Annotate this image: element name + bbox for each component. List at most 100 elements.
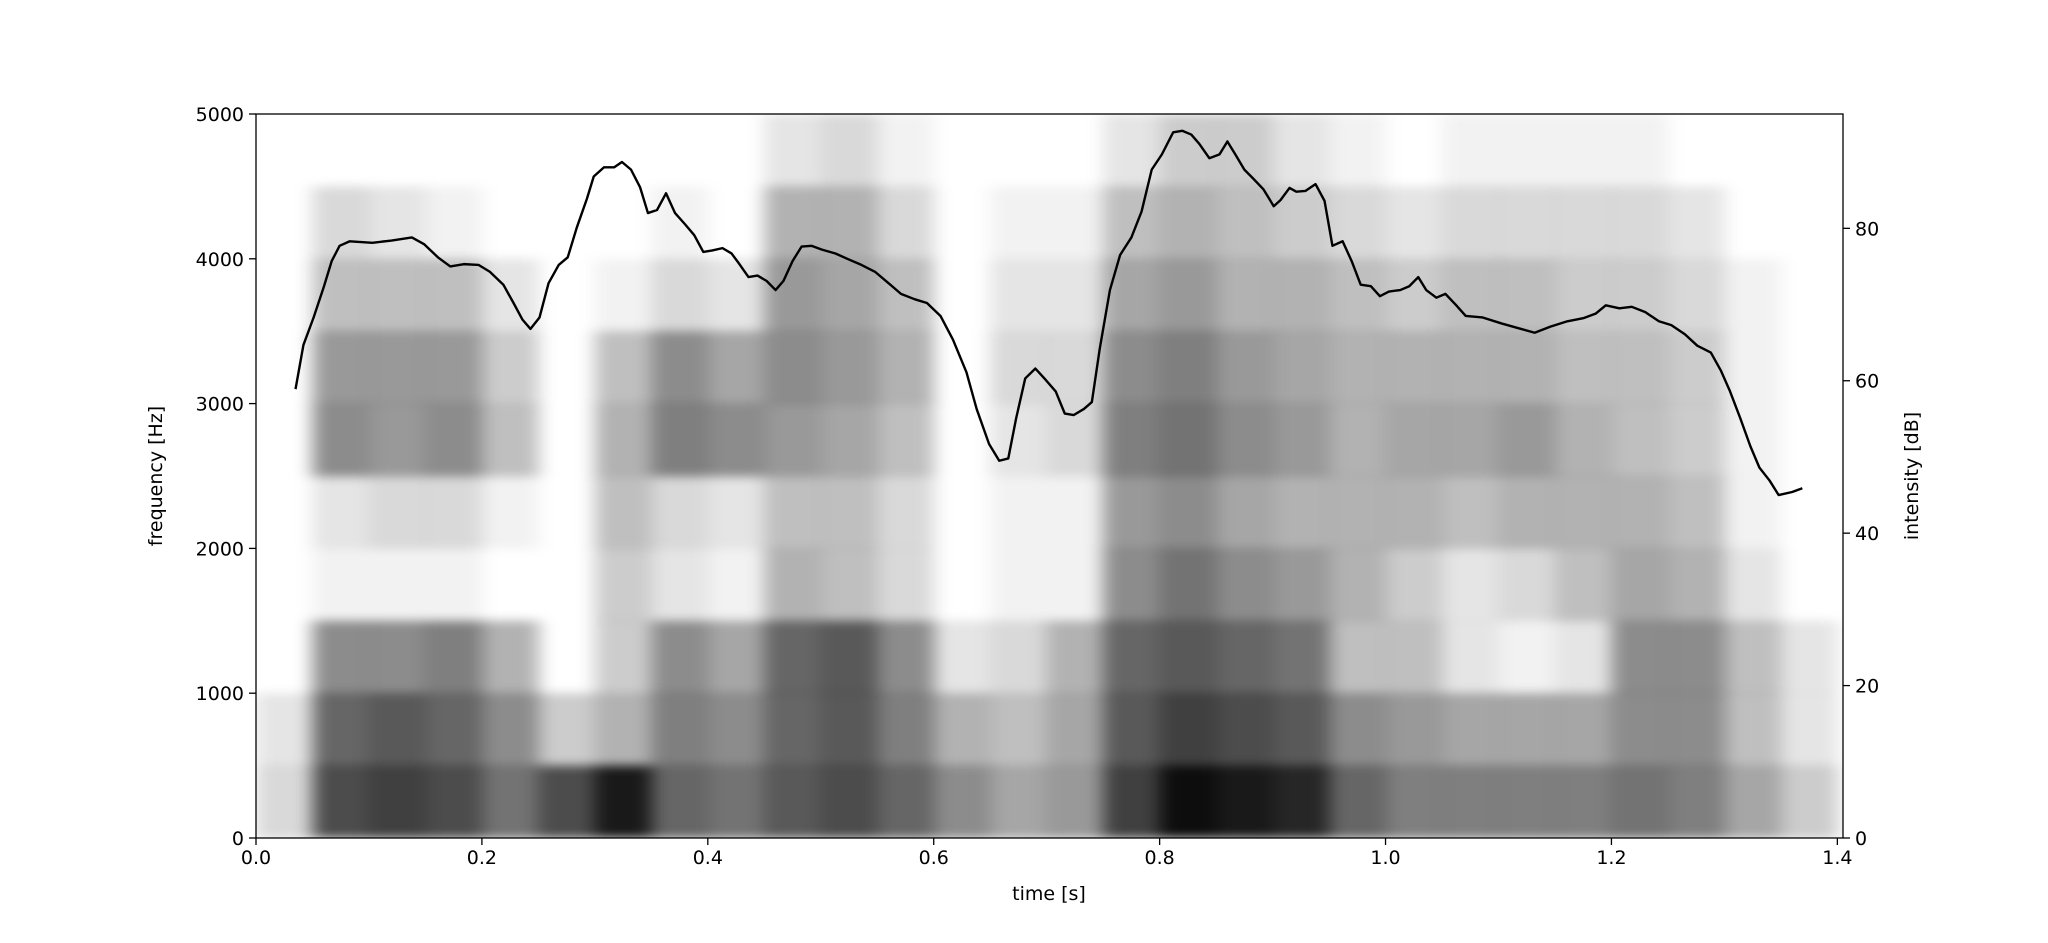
- spectrogram-cell: [990, 258, 1048, 332]
- spectrogram-cell: [1667, 331, 1725, 405]
- spectrogram-cell: [1385, 476, 1443, 549]
- spectrogram-cell: [1159, 186, 1217, 260]
- spectrogram-cell: [312, 331, 370, 405]
- spectrogram-cell: [1159, 403, 1217, 477]
- spectrogram-cell: [1554, 765, 1612, 838]
- spectrogram-cell: [425, 765, 483, 838]
- spectrogram-cell: [1554, 186, 1612, 260]
- spectrogram-cell: [877, 114, 935, 187]
- spectrogram-cell: [1611, 476, 1669, 549]
- spectrogram-cell: [1554, 403, 1612, 477]
- spectrogram-cell: [312, 476, 370, 549]
- spectrogram-cell: [594, 476, 652, 549]
- spectrogram-cell: [1611, 548, 1669, 622]
- spectrogram-cell: [1159, 476, 1217, 549]
- spectrogram-cell: [934, 476, 991, 549]
- spectrogram-cell: [1498, 548, 1556, 622]
- spectrogram-cell: [425, 403, 483, 477]
- spectrogram-cell: [256, 476, 313, 549]
- spectrogram-cell: [256, 186, 313, 259]
- spectrogram-cell: [368, 258, 426, 332]
- spectrogram-cell: [481, 620, 539, 694]
- spectrogram-cell: [1216, 620, 1274, 694]
- spectrogram-cell: [312, 548, 370, 622]
- spectrogram-cell: [1329, 403, 1387, 477]
- spectrogram-cell: [1781, 548, 1838, 621]
- spectrogram-cell: [651, 476, 709, 549]
- spectrogram-cell: [1611, 114, 1669, 187]
- spectrogram-cell: [764, 114, 822, 187]
- spectrogram-cell: [425, 548, 483, 622]
- spectrogram-cell: [1667, 620, 1725, 694]
- spectrogram-cell: [1159, 693, 1217, 767]
- spectrogram-cell: [820, 620, 878, 694]
- spectrogram-cell: [1611, 620, 1669, 694]
- spectrogram-cell: [1554, 331, 1612, 405]
- spectrogram-cell: [1103, 548, 1161, 622]
- spectrogram-cell: [538, 765, 596, 838]
- spectrogram-cell: [651, 258, 709, 332]
- spectrogram-cell: [764, 186, 822, 260]
- spectrogram-cell: [1611, 258, 1669, 332]
- spectrogram-cell: [1216, 693, 1274, 767]
- spectrogram-cell: [820, 114, 878, 187]
- spectrogram-cell: [1329, 765, 1387, 838]
- spectrogram-cell: [256, 693, 313, 767]
- spectrogram-cell: [1272, 258, 1330, 332]
- spectrogram-cell: [256, 548, 313, 621]
- spectrogram-cell: [1611, 693, 1669, 767]
- spectrogram-cell: [990, 548, 1048, 622]
- x-tick-label: 0.8: [1145, 847, 1175, 869]
- y-tick-label: 1000: [196, 683, 244, 705]
- spectrogram-cell: [1554, 693, 1612, 767]
- spectrogram-cell: [820, 331, 878, 405]
- spectrogram-cell: [1498, 693, 1556, 767]
- spectrogram-cell: [990, 186, 1048, 260]
- x-tick-label: 0.6: [919, 847, 949, 869]
- spectrogram-cell: [594, 765, 652, 838]
- spectrogram-cell: [1611, 765, 1669, 838]
- spectrogram-cell: [1272, 403, 1330, 477]
- spectrogram-cell: [1385, 693, 1443, 767]
- y-axis-label: frequency [Hz]: [145, 406, 167, 546]
- spectrogram-cell: [1667, 476, 1725, 549]
- spectrogram-cell: [425, 114, 482, 187]
- x-tick-label: 0.4: [693, 847, 723, 869]
- y-tick-label: 5000: [196, 104, 244, 126]
- x-tick-label: 0.0: [241, 847, 271, 869]
- y-tick-label: 3000: [196, 394, 244, 416]
- spectrogram-cell: [764, 620, 822, 694]
- spectrogram-cell: [764, 765, 822, 838]
- spectrogram-cell: [482, 548, 539, 621]
- spectrogram-cell: [651, 403, 709, 477]
- spectrogram-cell: [1498, 258, 1556, 332]
- spectrogram-cell: [1216, 403, 1274, 477]
- spectrogram-cell: [877, 403, 935, 477]
- spectrogram-cell: [1103, 403, 1161, 477]
- spectrogram-cell: [1724, 476, 1782, 549]
- spectrogram-cell: [1329, 620, 1387, 694]
- spectrogram-cell: [1159, 548, 1217, 622]
- spectrogram-cell: [256, 404, 313, 477]
- spectrogram-cell: [651, 331, 709, 405]
- spectrogram-cell: [1272, 476, 1330, 549]
- spectrogram-cell: [707, 258, 765, 332]
- spectrogram-cell: [425, 186, 483, 260]
- spectrogram-cell: [425, 693, 483, 767]
- spectrogram-cell: [651, 186, 709, 260]
- spectrogram-cell: [1386, 114, 1443, 187]
- spectrogram-cell: [1498, 765, 1556, 838]
- spectrogram-cell: [481, 476, 539, 549]
- y2-tick-label: 0: [1855, 828, 1867, 850]
- spectrogram-cell: [1498, 620, 1556, 694]
- spectrogram-cell: [1442, 548, 1499, 622]
- spectrogram-cell: [934, 548, 991, 621]
- spectrogram-cell: [990, 620, 1048, 694]
- spectrogram-cell: [820, 693, 878, 767]
- spectrogram-cell: [1611, 186, 1669, 260]
- spectrogram-cell: [595, 114, 652, 187]
- spectrogram-cell: [707, 476, 765, 549]
- spectrogram-cell: [1724, 403, 1782, 477]
- spectrogram-cell: [990, 114, 1047, 187]
